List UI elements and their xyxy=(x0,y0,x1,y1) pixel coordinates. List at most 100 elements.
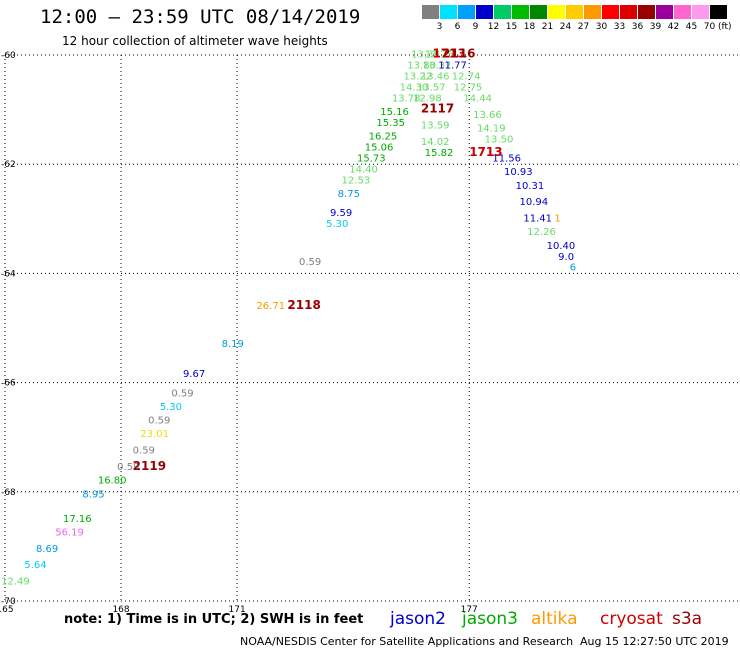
y-tick-label: -70 xyxy=(1,597,16,607)
wave-height-label: 11.56 xyxy=(492,153,521,164)
wave-height-label: 9.67 xyxy=(183,369,205,380)
wave-height-label: 16.25 xyxy=(369,132,398,143)
legend-label: 27 xyxy=(577,22,590,32)
legend-label: 15 xyxy=(505,22,518,32)
legend-swatch xyxy=(656,5,673,19)
legend-swatch xyxy=(710,5,727,19)
y-tick-label: -62 xyxy=(1,160,16,170)
wave-height-label: 15.82 xyxy=(425,148,454,159)
wave-height-label: 23.01 xyxy=(140,429,169,440)
wave-height-label: 13.57 xyxy=(417,82,446,93)
wave-height-label: 11.77 xyxy=(438,61,467,72)
satellite-jason3: jason3 xyxy=(462,609,518,629)
wave-height-label: 8.69 xyxy=(36,544,58,555)
legend-swatch xyxy=(422,5,439,19)
wave-height-label: 1 xyxy=(554,214,560,225)
legend-label: 9 xyxy=(472,22,479,32)
wave-height-label: 13.78 xyxy=(392,93,421,104)
wave-height-label: 14.02 xyxy=(421,137,450,148)
wave-height-label: 2117 xyxy=(421,101,454,115)
wave-height-label: 0.59 xyxy=(148,416,170,427)
legend-swatch xyxy=(566,5,583,19)
wave-height-label: 10.31 xyxy=(516,181,545,192)
legend-swatch xyxy=(530,5,547,19)
wave-height-label: 12.49 xyxy=(1,577,30,588)
wave-height-label: 12.53 xyxy=(342,175,371,186)
x-tick-label: 165 xyxy=(0,605,14,615)
chart-title: 12:00 – 23:59 UTC 08/14/2019 xyxy=(40,6,361,28)
legend-swatch xyxy=(638,5,655,19)
chart-subtitle: 12 hour collection of altimeter wave hei… xyxy=(62,34,328,48)
wave-height-label: 13.50 xyxy=(485,134,514,145)
legend-label: 36 xyxy=(631,22,644,32)
wave-height-label: 2119 xyxy=(133,459,166,473)
wave-height-label: 17.16 xyxy=(63,514,92,525)
wave-height-label: 11.41 xyxy=(523,214,552,225)
wave-height-label: 5.30 xyxy=(326,219,348,230)
wave-height-label: 15.06 xyxy=(365,143,394,154)
wave-height-label: 15.35 xyxy=(376,118,405,129)
legend-swatch xyxy=(602,5,619,19)
wave-height-label: 16.80 xyxy=(98,476,127,487)
satellite-s3a: s3a xyxy=(672,609,703,629)
wave-height-label: 13.32 xyxy=(423,61,452,72)
satellite-altika: altika xyxy=(531,609,578,629)
y-tick-label: -68 xyxy=(1,488,16,498)
legend-swatch xyxy=(674,5,691,19)
legend-label: 45 xyxy=(685,22,698,32)
wave-height-label: 8.75 xyxy=(338,189,360,200)
legend-unit: (ft) xyxy=(718,22,732,32)
legend-label: 70 xyxy=(703,22,716,32)
legend-swatch xyxy=(494,5,511,19)
y-tick-label: -64 xyxy=(1,269,16,279)
legend-swatch xyxy=(548,5,565,19)
wave-height-label: 12.98 xyxy=(413,93,442,104)
legend-swatch xyxy=(584,5,601,19)
wave-height-label: 6 xyxy=(570,263,576,274)
legend-label: 6 xyxy=(454,22,461,32)
wave-height-label: 9.0 xyxy=(558,252,574,263)
legend-swatch xyxy=(440,5,457,19)
wave-height-label: 0.59 xyxy=(133,446,155,457)
satellite-cryosat: cryosat xyxy=(600,609,663,629)
wave-height-label: 0.59 xyxy=(171,388,193,399)
wave-height-label: 8.19 xyxy=(222,339,244,350)
wave-height-label: 14.44 xyxy=(463,93,492,104)
legend-label: 3 xyxy=(436,22,443,32)
wave-height-label: 13.38 xyxy=(411,50,440,61)
wave-height-label: 13.25 xyxy=(425,50,454,61)
legend-swatch xyxy=(512,5,529,19)
legend-label: 33 xyxy=(613,22,626,32)
wave-height-label: 14.40 xyxy=(349,164,378,175)
wave-height-label: 13.22 xyxy=(403,72,432,83)
wave-height-label: 15.16 xyxy=(380,107,409,118)
wave-height-label: 14.30 xyxy=(400,82,429,93)
legend-swatch xyxy=(458,5,475,19)
wave-height-label: 10.40 xyxy=(547,241,576,252)
wave-height-label: 2116 xyxy=(442,47,475,61)
legend-swatch xyxy=(620,5,637,19)
wave-height-label: 5.64 xyxy=(24,560,46,571)
legend-label: 39 xyxy=(649,22,662,32)
wave-height-label: 2118 xyxy=(287,298,320,312)
wave-height-label: 12.26 xyxy=(527,227,556,238)
wave-height-label: 1713 xyxy=(469,145,502,159)
x-tick-label: 171 xyxy=(229,605,246,615)
wave-height-label: 14.19 xyxy=(477,123,506,134)
legend-label: 21 xyxy=(541,22,554,32)
wave-height-label: 0.59 xyxy=(299,257,321,268)
legend-label: 24 xyxy=(559,22,572,32)
footer-timestamp: Aug 15 12:27:50 UTC 2019 xyxy=(580,635,729,648)
wave-height-label: 13.46 xyxy=(421,72,450,83)
wave-height-label: 56.19 xyxy=(55,527,84,538)
wave-height-label: 10.93 xyxy=(504,167,533,178)
y-tick-label: -60 xyxy=(1,51,16,61)
wave-height-label: 15.73 xyxy=(357,153,386,164)
legend-label: 30 xyxy=(595,22,608,32)
legend-label: 12 xyxy=(487,22,500,32)
legend-label: 42 xyxy=(667,22,680,32)
wave-height-label: 9.59 xyxy=(330,208,352,219)
wave-height-label: 13.66 xyxy=(473,110,502,121)
wave-height-label: 12.74 xyxy=(452,72,481,83)
